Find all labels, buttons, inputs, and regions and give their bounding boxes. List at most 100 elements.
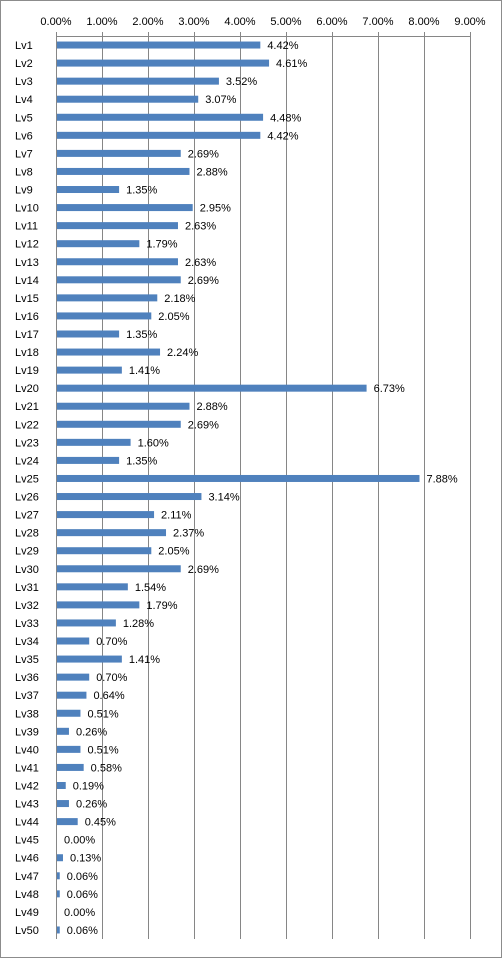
bar-lv23: [57, 438, 131, 446]
category-label: Lv50: [15, 925, 39, 937]
bar-lv36: [57, 673, 90, 681]
bar-lv9: [57, 186, 120, 194]
category-label: Lv35: [15, 654, 39, 666]
category-label: Lv37: [15, 690, 39, 702]
data-label: 1.54%: [135, 582, 166, 594]
bar-lv21: [57, 402, 190, 410]
data-label: 0.45%: [85, 817, 116, 829]
category-label: Lv18: [15, 347, 39, 359]
category-label: Lv45: [15, 835, 39, 847]
category-label: Lv38: [15, 708, 39, 720]
data-label: 0.06%: [67, 889, 98, 901]
data-label: 2.63%: [185, 221, 216, 233]
bar-lv41: [57, 763, 84, 771]
bar-lv35: [57, 655, 122, 663]
data-label: 2.69%: [188, 564, 219, 576]
category-label: Lv30: [15, 564, 39, 576]
category-label: Lv13: [15, 257, 39, 269]
data-label: 1.35%: [126, 329, 157, 341]
data-label: 4.42%: [267, 130, 298, 142]
bar-lv50: [57, 926, 60, 934]
bar-lv43: [57, 800, 69, 808]
data-label: 2.88%: [196, 166, 227, 178]
category-label: Lv22: [15, 419, 39, 431]
category-label: Lv21: [15, 401, 39, 413]
bar-lv37: [57, 691, 87, 699]
category-label: Lv23: [15, 437, 39, 449]
data-label: 0.26%: [76, 799, 107, 811]
data-label: 0.06%: [67, 925, 98, 937]
category-label: Lv5: [15, 112, 33, 124]
data-label: 0.06%: [67, 871, 98, 883]
category-label: Lv15: [15, 293, 39, 305]
data-label: 1.35%: [126, 185, 157, 197]
bar-lv14: [57, 276, 181, 284]
data-label: 1.28%: [123, 618, 154, 630]
data-label: 3.07%: [205, 94, 236, 106]
data-label: 1.60%: [138, 437, 169, 449]
bar-lv33: [57, 619, 116, 627]
category-label: Lv27: [15, 510, 39, 522]
x-tick-label: 4.00%: [224, 16, 255, 28]
category-label: Lv10: [15, 203, 39, 215]
data-label: 2.88%: [196, 401, 227, 413]
category-label: Lv43: [15, 799, 39, 811]
bar-lv18: [57, 348, 161, 356]
x-tick-label: 8.00%: [408, 16, 439, 28]
bar-lv13: [57, 258, 178, 266]
data-label: 2.11%: [161, 510, 192, 522]
category-label: Lv39: [15, 726, 39, 738]
bar-lv31: [57, 583, 128, 591]
category-label: Lv6: [15, 130, 33, 142]
category-label: Lv48: [15, 889, 39, 901]
data-label: 7.88%: [426, 473, 457, 485]
x-tick-label: 9.00%: [454, 16, 485, 28]
bar-lv42: [57, 781, 66, 789]
category-label: Lv3: [15, 76, 33, 88]
data-label: 2.69%: [188, 275, 219, 287]
category-label: Lv17: [15, 329, 39, 341]
category-label: Lv4: [15, 94, 33, 106]
category-label: Lv33: [15, 618, 39, 630]
data-label: 2.05%: [158, 311, 189, 323]
data-label: 0.19%: [73, 780, 104, 792]
category-label: Lv32: [15, 600, 39, 612]
category-label: Lv7: [15, 148, 33, 160]
x-tick-label: 6.00%: [316, 16, 347, 28]
data-label: 1.41%: [129, 365, 160, 377]
data-label: 2.95%: [200, 203, 231, 215]
category-label: Lv29: [15, 546, 39, 558]
data-label: 0.58%: [91, 762, 122, 774]
bar-lv11: [57, 222, 178, 230]
data-label: 2.69%: [188, 419, 219, 431]
bar-lv10: [57, 204, 193, 212]
x-tick-label: 3.00%: [178, 16, 209, 28]
bar-lv46: [57, 854, 63, 862]
category-label: Lv44: [15, 817, 39, 829]
x-axis-tick-labels: 0.00% 1.00% 2.00% 3.00% 4.00% 5.00% 6.00% 7.00%…: [40, 16, 485, 28]
category-label: Lv42: [15, 780, 39, 792]
data-label: 1.79%: [146, 239, 177, 251]
data-label: 0.00%: [64, 835, 95, 847]
data-label: 4.42%: [267, 40, 298, 52]
data-label: 2.37%: [173, 528, 204, 540]
category-label: Lv20: [15, 383, 39, 395]
category-label: Lv34: [15, 636, 39, 648]
data-label: 2.63%: [185, 257, 216, 269]
bar-lv32: [57, 601, 140, 609]
x-tick-label: 0.00%: [40, 16, 71, 28]
bar-lv28: [57, 529, 167, 537]
bar-lv19: [57, 366, 122, 374]
category-label: Lv25: [15, 473, 39, 485]
category-label: Lv28: [15, 528, 39, 540]
category-label: Lv46: [15, 853, 39, 865]
bar-lv12: [57, 240, 140, 248]
category-label: Lv31: [15, 582, 39, 594]
bar-lv4: [57, 95, 199, 103]
data-label: 0.51%: [87, 708, 118, 720]
bar-lv17: [57, 330, 120, 338]
data-label: 0.64%: [93, 690, 124, 702]
bar-lv47: [57, 872, 60, 880]
x-tick-label: 2.00%: [132, 16, 163, 28]
